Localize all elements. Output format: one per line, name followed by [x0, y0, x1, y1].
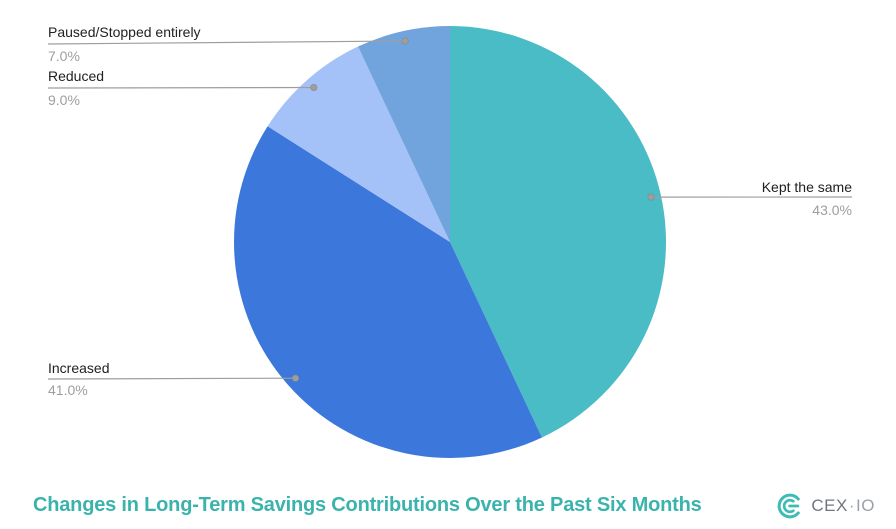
- slice-label-paused-stopped-entirely: Paused/Stopped entirely: [48, 24, 201, 40]
- pie-slice-increased[interactable]: [234, 126, 542, 458]
- leader-line-reduced: [47, 86, 314, 89]
- pie-slice-paused-stopped-entirely[interactable]: [358, 26, 450, 242]
- slice-percent-increased: 41.0%: [48, 382, 88, 398]
- slice-percent-reduced: 9.0%: [48, 92, 80, 108]
- slice-percent-paused-stopped-entirely: 7.0%: [48, 48, 80, 64]
- brand-wordmark: CEX·IO: [811, 496, 875, 516]
- slice-label-reduced: Reduced: [48, 68, 104, 84]
- leader-dot-paused-stopped-entirely: [401, 37, 409, 45]
- leader-dot-reduced: [310, 83, 318, 92]
- pie-slice-kept-the-same[interactable]: [450, 26, 666, 438]
- pie-slice-reduced[interactable]: [267, 46, 450, 243]
- brand-separator-dot: ·: [848, 496, 856, 515]
- leader-line-paused-stopped-entirely: [47, 40, 406, 45]
- brand-name-primary: CEX: [811, 496, 848, 515]
- slice-label-increased: Increased: [48, 360, 109, 376]
- brand-logo: CEX·IO: [775, 491, 875, 521]
- leader-line-increased: [47, 377, 296, 380]
- slice-label-kept-the-same: Kept the same: [762, 179, 852, 195]
- leader-dot-increased: [291, 374, 300, 382]
- slice-percent-kept-the-same: 43.0%: [812, 202, 852, 218]
- slice-callouts: Kept the same 43.0% Increased 41.0% Reduced 9…: [47, 24, 852, 398]
- pie-slices: [234, 26, 666, 458]
- brand-name-secondary: IO: [856, 496, 875, 515]
- chart-title: Changes in Long-Term Savings Contributio…: [33, 494, 702, 516]
- cexio-logo-icon: [778, 493, 801, 519]
- leader-dot-kept-the-same: [647, 193, 655, 201]
